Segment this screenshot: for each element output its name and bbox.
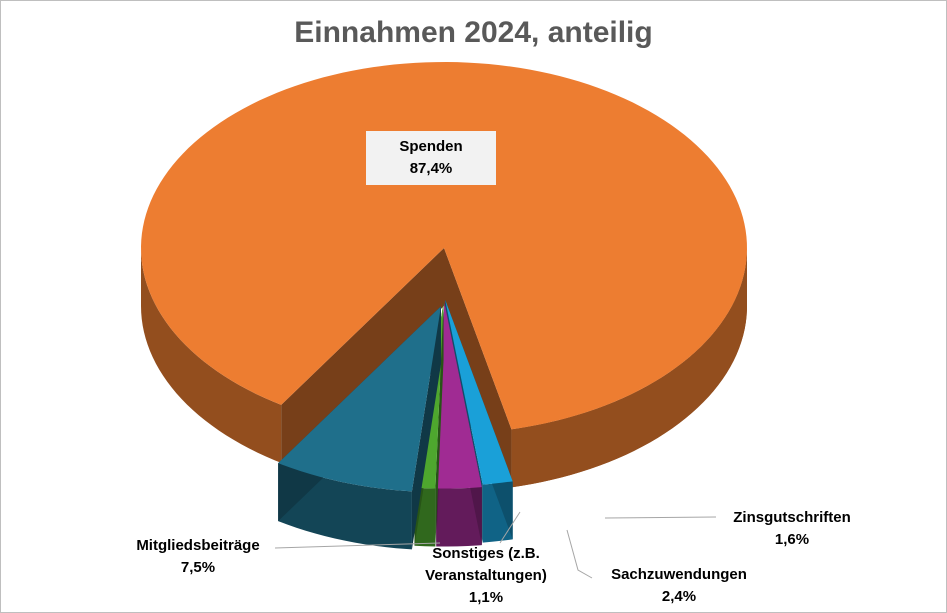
label-zins-pct: 1,6%: [774, 531, 810, 548]
label-sach-name: Sachzuwendungen: [611, 566, 747, 583]
slice-top-sachzuwendungen: [436, 302, 482, 489]
slice-side-sachzuwendungen: [436, 487, 482, 547]
label-mitglied-name: Mitgliedsbeiträge: [136, 537, 260, 554]
label-sonstiges-name-2: Veranstaltungen): [425, 567, 547, 584]
label-sonstiges-name-1: Sonstiges (z.B.: [432, 545, 540, 562]
slice-cut-spenden-1: [444, 248, 512, 488]
slice-top-spenden: [141, 62, 747, 430]
pie-slice-mitgliedsbeitraege: [278, 306, 441, 550]
slice-cut-spenden-0: [281, 248, 444, 463]
leader-sach: [566, 529, 593, 579]
label-sonstiges-pct: 1,1%: [468, 589, 504, 606]
label-zinsgutschriften: Zinsgutschriften 1,6%: [717, 507, 867, 551]
label-spenden-pct: 87,4%: [409, 160, 453, 177]
label-sonstiges: Sonstiges (z.B. Veranstaltungen) 1,1%: [406, 543, 566, 609]
pie-slice-spenden: [141, 62, 747, 488]
slice-top-zinsgutschriften: [445, 300, 513, 485]
label-sach-pct: 2,4%: [661, 588, 697, 605]
leader-zins: [604, 516, 717, 519]
chart-title: Einnahmen 2024, anteilig: [294, 16, 653, 49]
spenden-label-box: [366, 131, 496, 185]
leader-sonstiges: [499, 511, 521, 544]
pie-slice-sachzuwendungen: [436, 302, 482, 547]
slice-side-spenden: [141, 248, 282, 463]
label-sachzuwendungen: Sachzuwendungen 2,4%: [594, 564, 764, 608]
leader-mitglied: [274, 542, 441, 549]
label-mitglied-pct: 7,5%: [180, 559, 216, 576]
slice-side-spenden: [511, 248, 747, 488]
label-mitgliedsbeitraege: Mitgliedsbeiträge 7,5%: [118, 535, 278, 579]
label-spenden: Spenden 87,4%: [366, 136, 496, 180]
slice-top-mitgliedsbeitraege: [278, 306, 441, 492]
label-zins-name: Zinsgutschriften: [733, 509, 851, 526]
label-spenden-name: Spenden: [399, 138, 463, 155]
